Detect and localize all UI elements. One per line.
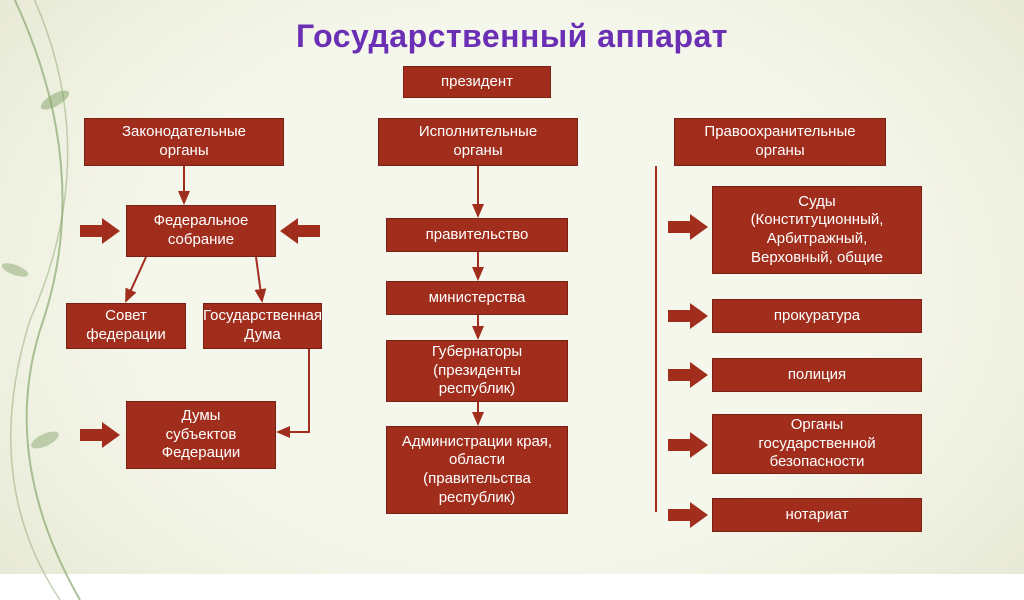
arrow-fed_assembly-gos_duma: [256, 257, 262, 301]
block-arrow-fed_assembly_left: [80, 218, 120, 244]
arrow-gos_duma-dumy_sub: [278, 349, 309, 432]
arrow-fed_assembly-sov_fed: [126, 257, 146, 301]
block-arrow-notary: [668, 502, 708, 528]
block-arrow-dumy_sub_left: [80, 422, 120, 448]
block-arrow-prosecutor: [668, 303, 708, 329]
block-arrow-fed_assembly_right: [280, 218, 320, 244]
block-arrow-police: [668, 362, 708, 388]
block-arrow-gos_bez: [668, 432, 708, 458]
block-arrow-courts: [668, 214, 708, 240]
arrows-layer: [0, 0, 1024, 574]
